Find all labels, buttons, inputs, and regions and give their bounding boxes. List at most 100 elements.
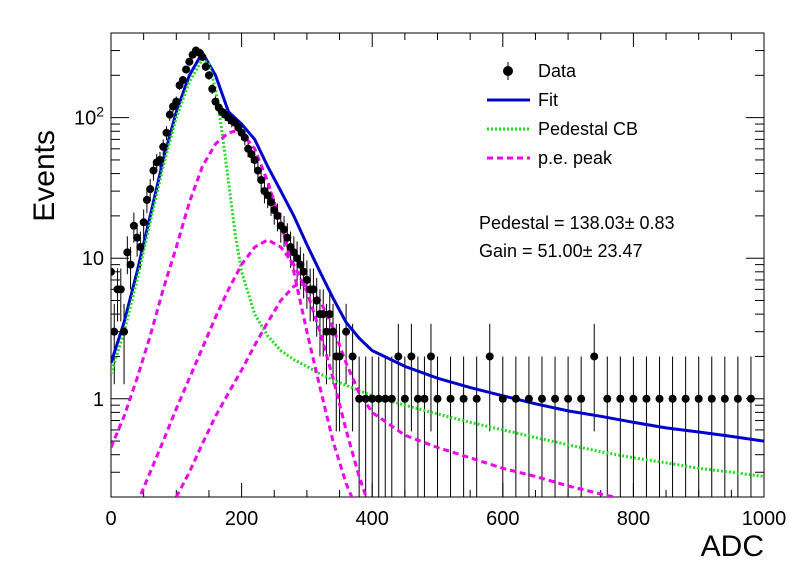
x-tick-label: 600 (486, 508, 519, 530)
data-point (325, 310, 334, 319)
x-tick-label: 400 (356, 508, 389, 530)
data-point (296, 260, 305, 269)
data-point (309, 285, 318, 294)
data-point (253, 166, 262, 175)
data-point (603, 394, 612, 403)
data-points (111, 46, 755, 403)
data-point (302, 275, 311, 284)
data-point (400, 394, 409, 403)
data-point (746, 394, 755, 403)
data-point (211, 97, 220, 106)
data-point (629, 394, 638, 403)
y-axis-label: Events (28, 130, 61, 222)
data-point (319, 310, 328, 319)
data-point (165, 110, 174, 119)
tick-labels: 0 200 400 600 800 1000 1 10 102 (74, 104, 786, 530)
data-point (240, 133, 249, 142)
data-point (511, 394, 520, 403)
data-point (312, 296, 321, 305)
data-point (208, 84, 217, 93)
data-point (270, 206, 279, 215)
legend-label: Pedestal CB (538, 119, 638, 139)
data-point (394, 352, 403, 361)
legend-label: p.e. peak (538, 148, 613, 168)
data-point (289, 248, 298, 257)
data-point (420, 394, 429, 403)
data-point (387, 394, 396, 403)
data-point (178, 76, 187, 85)
data-point (524, 394, 533, 403)
data-point (616, 394, 625, 403)
legend-marker (503, 66, 513, 76)
data-point (116, 285, 125, 294)
data-point (590, 352, 599, 361)
data-point (707, 394, 716, 403)
data-point (694, 394, 703, 403)
data-point (577, 394, 586, 403)
data-point (129, 221, 138, 230)
data-point (136, 243, 145, 252)
data-point (355, 394, 364, 403)
data-point (413, 394, 422, 403)
x-tick-label: 0 (105, 508, 116, 530)
data-point (329, 327, 338, 336)
data-point (182, 65, 191, 74)
data-point (133, 233, 142, 242)
curve-p-e-peak (111, 129, 354, 497)
annotation-pedestal: Pedestal = 138.03± 0.83 (479, 213, 675, 233)
x-axis-label: ADC (701, 530, 764, 563)
data-point (551, 394, 560, 403)
data-point (472, 394, 481, 403)
annotation-gain: Gain = 51.00± 23.47 (479, 241, 643, 261)
data-point (342, 327, 351, 336)
data-point (564, 394, 573, 403)
data-point (537, 394, 546, 403)
data-point (273, 211, 282, 220)
data-point (655, 394, 664, 403)
y-tick-label: 102 (74, 104, 104, 130)
data-point (120, 327, 129, 336)
x-tick-label: 1000 (742, 508, 787, 530)
data-point (111, 327, 119, 336)
fit-curves (111, 49, 764, 497)
data-point (368, 394, 377, 403)
error-bars (111, 47, 752, 497)
legend-label: Data (538, 61, 577, 81)
curve-pedestal-cb (111, 57, 764, 478)
data-point (433, 394, 442, 403)
data-point (642, 394, 651, 403)
data-point (348, 352, 357, 361)
data-point (733, 394, 742, 403)
curve-p-e-peak (174, 281, 615, 497)
data-point (426, 352, 435, 361)
data-point (247, 150, 256, 159)
legend: Data Fit Pedestal CB p.e. peak (487, 61, 638, 168)
data-point (172, 97, 181, 106)
data-point (446, 394, 455, 403)
data-point (459, 394, 468, 403)
data-point (263, 191, 272, 200)
data-point (335, 352, 344, 361)
data-point (374, 394, 383, 403)
data-point (139, 218, 148, 227)
data-point (293, 254, 302, 263)
data-point (280, 225, 289, 234)
data-point (361, 394, 370, 403)
data-point (204, 71, 213, 80)
data-point (720, 394, 729, 403)
x-tick-label: 800 (617, 508, 650, 530)
y-tick-label: 10 (82, 248, 104, 270)
data-point (381, 394, 390, 403)
data-point (149, 166, 158, 175)
data-point (159, 142, 168, 151)
legend-label: Fit (538, 90, 558, 110)
data-point (198, 52, 207, 61)
data-point (283, 233, 292, 242)
curve-fit (111, 49, 764, 443)
x-tick-label: 200 (225, 508, 258, 530)
data-point (498, 394, 507, 403)
data-point (485, 352, 494, 361)
data-point (185, 57, 194, 66)
data-point (201, 62, 210, 71)
data-point (142, 195, 151, 204)
